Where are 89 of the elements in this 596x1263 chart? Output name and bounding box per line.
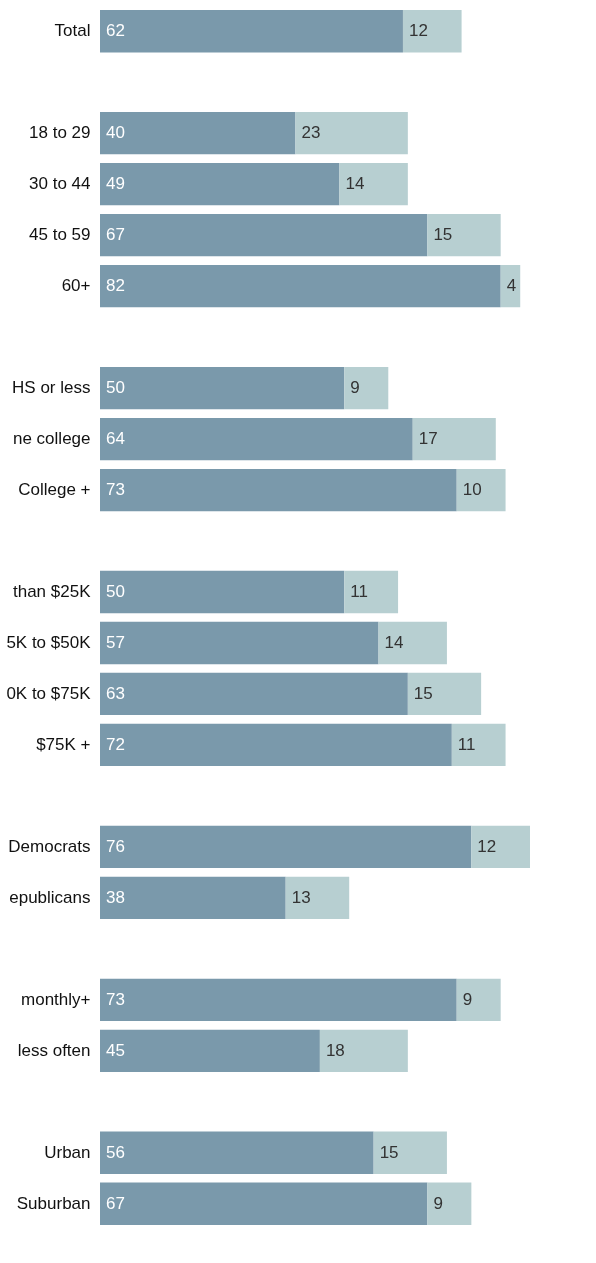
y-tick-label: monthly+: [21, 989, 91, 1009]
bar: [427, 1182, 472, 1225]
data-label: 14: [384, 632, 404, 652]
bar: [285, 876, 350, 920]
data-label: 40: [106, 123, 125, 143]
bar: [100, 570, 345, 614]
bar: [412, 417, 496, 461]
bar: [100, 621, 379, 665]
data-label: 67: [106, 225, 125, 245]
data-label: 38: [106, 887, 125, 907]
data-label: 50: [106, 378, 125, 398]
bar: [319, 1029, 408, 1072]
y-tick-label: 30 to 44: [29, 174, 91, 194]
data-label: 64: [106, 429, 125, 449]
y-tick-label: $75K +: [36, 734, 91, 754]
data-label: 15: [413, 683, 433, 703]
y-tick-label: 5K to $50K: [6, 632, 92, 652]
data-label: 23: [301, 123, 321, 143]
bar: [100, 723, 452, 767]
y-tick-label: Suburban: [16, 1193, 91, 1213]
data-label: 49: [106, 174, 125, 194]
bar: [100, 366, 345, 410]
data-label: 17: [418, 429, 438, 449]
data-label: 15: [379, 1142, 399, 1162]
data-label: 62: [106, 21, 125, 41]
bar: [407, 672, 482, 716]
data-label: 45: [106, 1040, 125, 1060]
bar: [456, 468, 506, 512]
bar: [100, 214, 428, 257]
y-tick-label: Urban: [44, 1142, 91, 1162]
bar: [456, 978, 501, 1021]
bar: [378, 621, 447, 665]
y-tick-label: 18 to 29: [29, 123, 91, 143]
data-label: 9: [433, 1193, 443, 1213]
data-label: 11: [350, 582, 368, 602]
data-label: 12: [477, 836, 497, 856]
bar: [100, 1182, 428, 1225]
bar: [100, 417, 413, 461]
data-label: 4: [506, 276, 517, 296]
y-tick-label: 45 to 59: [29, 225, 91, 245]
bar: [344, 366, 389, 410]
bar: [100, 1131, 374, 1174]
bar: [373, 1131, 447, 1174]
bar: [402, 10, 462, 53]
data-label: 9: [350, 378, 360, 398]
bar: [100, 1029, 320, 1072]
y-tick-label: less often: [17, 1040, 91, 1060]
y-tick-label: ne college: [12, 429, 91, 449]
data-label: 73: [106, 989, 125, 1009]
bar: [100, 112, 296, 155]
bar: [100, 10, 403, 53]
bar: [100, 264, 501, 308]
bar: [100, 468, 457, 512]
data-label: 82: [106, 276, 125, 296]
bar: [344, 570, 399, 614]
bar: [427, 214, 501, 257]
bar: [295, 112, 408, 155]
bar: [100, 825, 472, 869]
bar: [100, 978, 457, 1021]
y-tick-label: 0K to $75K: [6, 683, 92, 703]
bar: [471, 825, 530, 869]
data-label: 56: [106, 1142, 125, 1162]
y-tick-label: HS or less: [12, 378, 91, 398]
data-label: 72: [106, 734, 125, 754]
data-label: 9: [462, 989, 473, 1009]
data-label: 10: [462, 480, 482, 500]
data-label: 14: [345, 174, 365, 194]
bar: [100, 672, 408, 716]
data-label: 15: [433, 225, 453, 245]
bar: [100, 876, 286, 920]
data-label: 63: [106, 683, 125, 703]
data-label: 67: [106, 1193, 125, 1213]
data-label: 76: [106, 836, 125, 856]
data-label: 50: [106, 582, 125, 602]
data-label: 73: [106, 480, 125, 500]
data-label: 13: [291, 887, 311, 907]
y-tick-label: Democrats: [8, 836, 91, 856]
y-tick-label: College +: [18, 480, 91, 500]
data-label: 57: [106, 632, 125, 652]
bar: [100, 163, 340, 206]
bar: [339, 163, 408, 206]
data-label: 11: [457, 734, 476, 754]
data-label: 18: [325, 1040, 345, 1060]
y-tick-label: Total: [54, 21, 91, 41]
y-tick-label: than $25K: [12, 582, 92, 602]
y-tick-label: 60+: [61, 276, 91, 296]
data-label: 12: [408, 21, 428, 41]
bar: [451, 723, 506, 767]
y-tick-label: epublicans: [9, 887, 91, 907]
